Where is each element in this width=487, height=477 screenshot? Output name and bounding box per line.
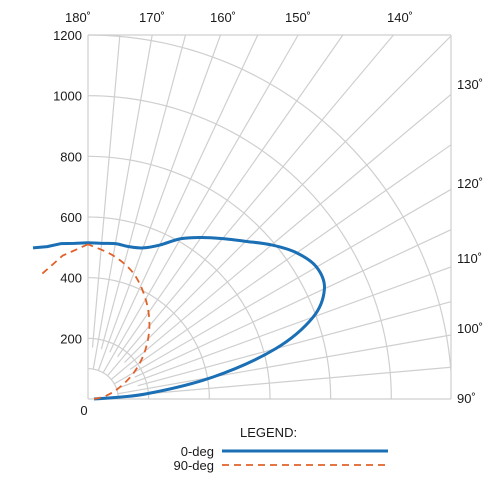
grid-spoke-115 xyxy=(134,229,452,378)
angle-tick-label-top-2: 160˚ xyxy=(210,10,236,25)
angle-tick-label-right-2: 110˚ xyxy=(457,251,482,266)
tick-labels: 0 200 400 600 800 1000 1200 180˚ 170˚ 160˚ 150˚ 140… xyxy=(53,10,483,418)
angle-tick-label-right-3: 100˚ xyxy=(457,321,483,336)
grid-spoke-130 xyxy=(127,93,452,367)
radial-tick-label-1200: 1200 xyxy=(53,28,82,43)
radial-tick-label-1000: 1000 xyxy=(53,89,82,104)
grid-spoke-inner-120 xyxy=(113,372,133,385)
angle-tick-label-right-4: 90˚ xyxy=(457,391,476,406)
grid-spoke-165 xyxy=(100,34,187,350)
angle-tick-label-top-4: 140˚ xyxy=(387,10,413,25)
angle-tick-label-top-1: 170˚ xyxy=(139,10,165,25)
grid-spoke-inner-100 xyxy=(117,389,139,395)
angle-tick-label-right-0: 130˚ xyxy=(457,77,483,92)
legend-label-90-deg: 90-deg xyxy=(174,458,214,473)
grid-spoke-155 xyxy=(109,34,259,353)
series xyxy=(32,235,326,401)
grid xyxy=(87,34,452,400)
series-line-90-deg xyxy=(87,243,151,400)
legend-label-0-deg: 0-deg xyxy=(181,444,214,459)
grid-spoke-120 xyxy=(132,188,452,374)
series-line-mirror-0-deg xyxy=(32,241,89,250)
radial-tick-label-400: 400 xyxy=(60,271,82,286)
grid-spoke-125 xyxy=(129,144,452,370)
grid-spoke-135 xyxy=(124,35,452,363)
series-line-0-deg xyxy=(87,235,326,401)
grid-spoke-inner-130 xyxy=(110,365,128,380)
grid-spoke-inner-150 xyxy=(102,354,115,374)
grid-spoke-95 xyxy=(139,366,452,396)
grid-spoke-140 xyxy=(120,34,394,360)
grid-spoke-inner-140 xyxy=(107,359,122,377)
grid-ring-inner xyxy=(87,368,119,400)
grid-spoke-170 xyxy=(96,34,153,349)
grid-spoke-105 xyxy=(137,301,452,387)
grid-spoke-inner-160 xyxy=(97,350,107,371)
radial-tick-label-600: 600 xyxy=(60,210,82,225)
angle-tick-label-top-3: 150˚ xyxy=(285,10,311,25)
grid-spoke-145 xyxy=(117,34,344,358)
grid-ring-1200 xyxy=(87,34,452,371)
radial-tick-label-200: 200 xyxy=(60,331,82,346)
angle-tick-label-right-1: 120˚ xyxy=(457,176,483,191)
legend-title: LEGEND: xyxy=(240,425,297,440)
grid-spoke-175 xyxy=(91,34,121,348)
grid-spoke-inner-170 xyxy=(92,348,98,370)
grid-spoke-110 xyxy=(136,266,452,382)
series-line-mirror-90-deg xyxy=(41,243,89,275)
grid-spoke-150 xyxy=(113,34,299,355)
radial-tick-label-0: 0 xyxy=(80,403,87,418)
legend: LEGEND: 0-deg 90-deg xyxy=(174,425,388,473)
grid-spoke-100 xyxy=(138,334,452,391)
grid-spoke-160 xyxy=(105,34,222,351)
radial-tick-label-800: 800 xyxy=(60,149,82,164)
angle-tick-label-top-0: 180˚ xyxy=(65,10,91,25)
